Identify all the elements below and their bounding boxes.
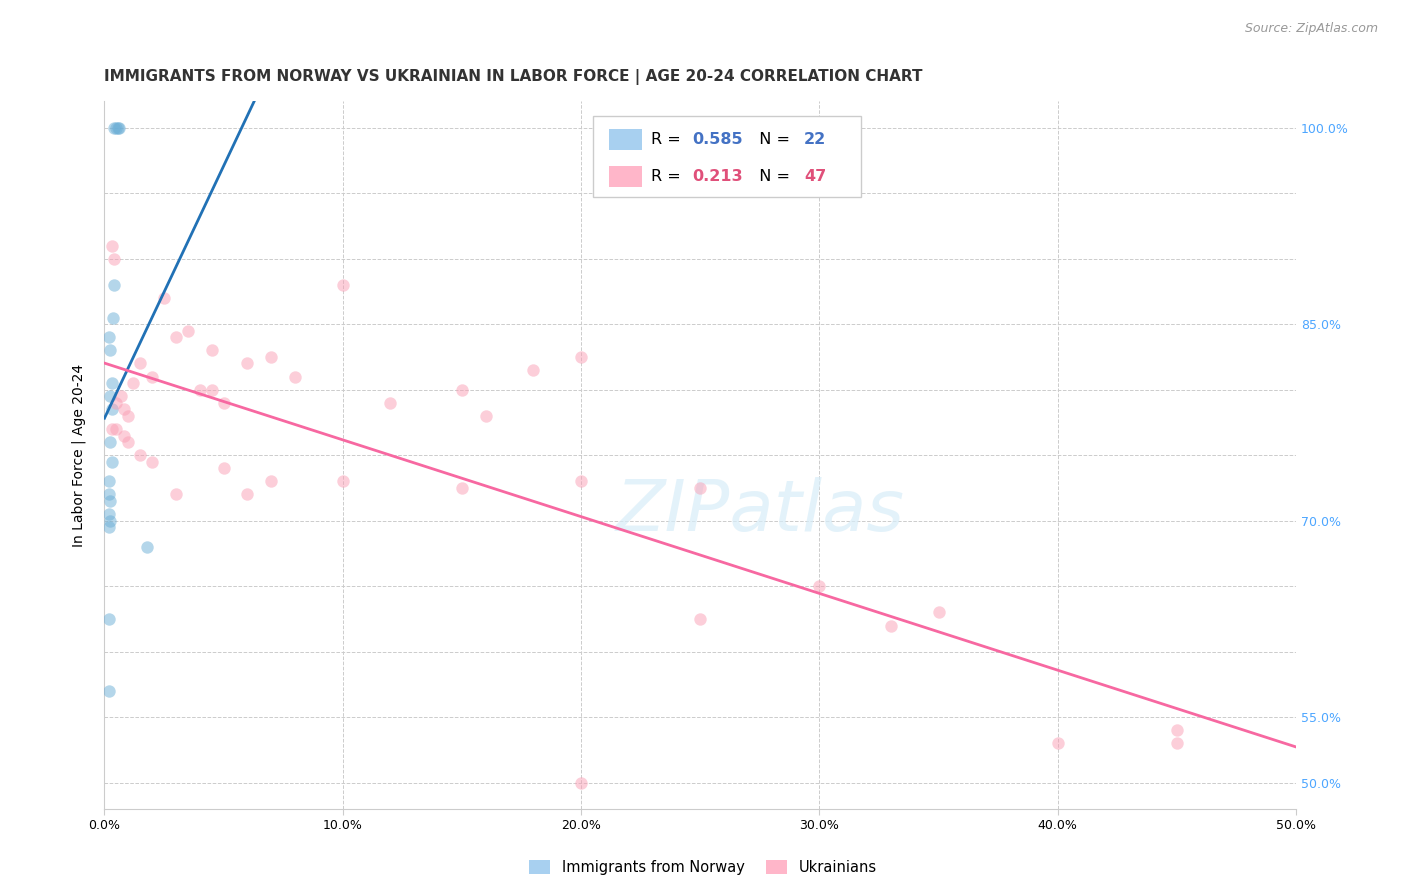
Text: R =: R =	[651, 132, 686, 147]
Point	[141, 455, 163, 469]
Point	[212, 461, 235, 475]
Point	[98, 612, 121, 626]
Point	[112, 402, 135, 417]
Point	[100, 402, 122, 417]
Point	[165, 330, 187, 344]
Point	[284, 369, 307, 384]
Point	[103, 277, 125, 292]
FancyBboxPatch shape	[593, 115, 860, 197]
Point	[1046, 736, 1069, 750]
Point	[569, 475, 592, 489]
Point	[98, 475, 121, 489]
Point	[201, 343, 224, 358]
Point	[112, 428, 135, 442]
Point	[380, 396, 402, 410]
Text: R =: R =	[651, 169, 686, 184]
Point	[569, 776, 592, 790]
Point	[332, 475, 354, 489]
Point	[105, 120, 128, 135]
Point	[100, 376, 122, 390]
Point	[689, 481, 711, 495]
Point	[1166, 736, 1188, 750]
Point	[122, 376, 145, 390]
Point	[260, 475, 283, 489]
Text: 22: 22	[804, 132, 827, 147]
Point	[105, 422, 128, 436]
Point	[880, 618, 903, 632]
Legend: Immigrants from Norway, Ukrainians: Immigrants from Norway, Ukrainians	[523, 855, 883, 880]
Point	[129, 356, 152, 370]
Y-axis label: In Labor Force | Age 20-24: In Labor Force | Age 20-24	[72, 364, 86, 547]
Point	[928, 606, 950, 620]
Point	[165, 487, 187, 501]
Point	[522, 363, 544, 377]
Point	[100, 514, 122, 528]
Text: 0.585: 0.585	[692, 132, 742, 147]
Point	[117, 409, 139, 423]
Point	[107, 120, 129, 135]
Point	[136, 540, 159, 554]
Text: N =: N =	[749, 169, 796, 184]
Point	[201, 383, 224, 397]
Point	[103, 120, 125, 135]
Point	[101, 310, 124, 325]
Point	[100, 494, 122, 508]
Point	[153, 291, 176, 305]
Point	[98, 507, 121, 521]
Text: ZIPatlas: ZIPatlas	[616, 477, 904, 546]
Point	[100, 455, 122, 469]
Point	[107, 120, 129, 135]
Point	[98, 330, 121, 344]
Point	[98, 520, 121, 534]
Point	[260, 350, 283, 364]
Point	[689, 612, 711, 626]
Text: 47: 47	[804, 169, 827, 184]
Point	[808, 579, 831, 593]
Point	[236, 487, 259, 501]
Point	[110, 389, 132, 403]
Point	[98, 684, 121, 698]
Text: N =: N =	[749, 132, 796, 147]
Point	[236, 356, 259, 370]
Point	[177, 324, 200, 338]
Point	[141, 369, 163, 384]
Text: 0.213: 0.213	[692, 169, 742, 184]
Point	[103, 252, 125, 266]
Point	[569, 350, 592, 364]
Point	[117, 435, 139, 450]
Point	[332, 277, 354, 292]
Point	[105, 396, 128, 410]
Point	[100, 389, 122, 403]
Point	[212, 396, 235, 410]
Point	[98, 487, 121, 501]
Point	[129, 448, 152, 462]
Point	[188, 383, 211, 397]
Text: Source: ZipAtlas.com: Source: ZipAtlas.com	[1244, 22, 1378, 36]
Point	[1166, 723, 1188, 738]
Point	[100, 435, 122, 450]
Point	[451, 383, 474, 397]
Point	[475, 409, 498, 423]
Bar	[609, 129, 643, 150]
Bar	[609, 167, 643, 186]
Point	[100, 422, 122, 436]
Point	[451, 481, 474, 495]
Point	[100, 343, 122, 358]
Point	[100, 238, 122, 252]
Text: IMMIGRANTS FROM NORWAY VS UKRAINIAN IN LABOR FORCE | AGE 20-24 CORRELATION CHART: IMMIGRANTS FROM NORWAY VS UKRAINIAN IN L…	[104, 69, 922, 85]
